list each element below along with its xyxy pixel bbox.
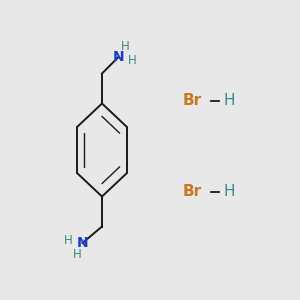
- Text: H: H: [128, 53, 136, 67]
- Text: H: H: [121, 40, 130, 53]
- Text: H: H: [64, 234, 73, 247]
- Text: H: H: [73, 248, 82, 261]
- Text: Br: Br: [183, 184, 202, 200]
- Text: N: N: [113, 50, 124, 64]
- Text: H: H: [224, 184, 235, 200]
- Text: N: N: [77, 236, 88, 250]
- Text: H: H: [224, 93, 235, 108]
- Text: Br: Br: [183, 93, 202, 108]
